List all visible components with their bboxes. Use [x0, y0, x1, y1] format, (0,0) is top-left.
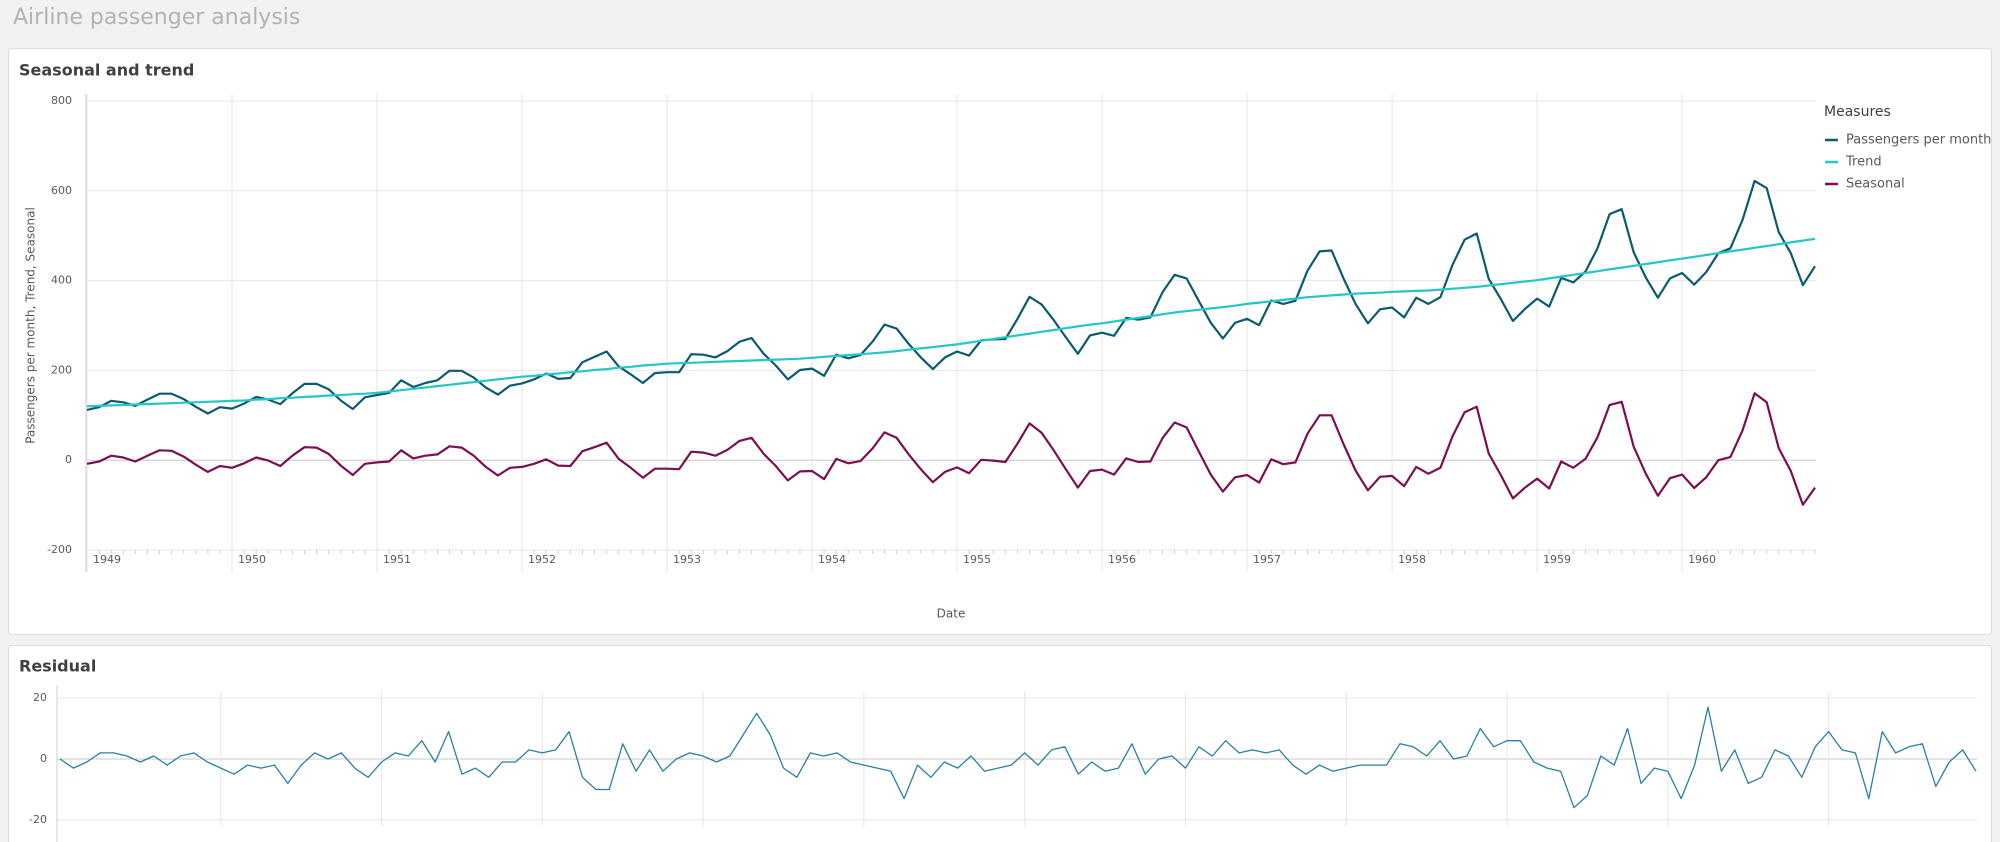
x-tick-label: 1954	[818, 553, 846, 566]
x-tick-label: 1950	[238, 553, 266, 566]
x-tick-label: 1952	[528, 553, 556, 566]
legend-label: Trend	[1845, 155, 1882, 170]
y-tick-label: 800	[51, 94, 72, 107]
x-tick-label: 1956	[1108, 553, 1136, 566]
y-tick-label: -20	[29, 813, 47, 826]
x-tick-label: 1958	[1398, 553, 1426, 566]
y-axis-title: Passengers per month, Trend, Seasonal	[24, 207, 38, 444]
y-tick-label: 600	[51, 184, 72, 197]
page-title: Airline passenger analysis	[13, 5, 300, 30]
x-tick-label: 1953	[673, 553, 701, 566]
chart-title: Seasonal and trend	[19, 61, 194, 80]
y-tick-label: -200	[47, 543, 72, 556]
x-tick-label: 1959	[1543, 553, 1571, 566]
x-tick-label: 1960	[1688, 553, 1716, 566]
line	[86, 237, 1816, 408]
y-tick-label: 0	[40, 752, 47, 765]
x-axis-title: Date	[937, 607, 966, 621]
legend-title: Measures	[1824, 104, 1891, 120]
legend-label: Seasonal	[1846, 177, 1905, 192]
panel	[8, 48, 1992, 635]
x-tick-label: 1957	[1253, 553, 1281, 566]
x-tick-label: 1949	[93, 553, 121, 566]
legend-label: Passengers per month	[1846, 133, 1991, 148]
x-tick-label: 1955	[963, 553, 991, 566]
chart-title: Residual	[19, 657, 96, 676]
panel	[8, 645, 1992, 842]
line	[86, 179, 1816, 415]
y-tick-label: 400	[51, 274, 72, 287]
y-tick-label: 200	[51, 363, 72, 376]
y-tick-label: 0	[65, 453, 72, 466]
x-tick-label: 1951	[383, 553, 411, 566]
line	[86, 392, 1816, 506]
line	[59, 706, 1977, 809]
y-tick-label: 20	[33, 691, 47, 704]
